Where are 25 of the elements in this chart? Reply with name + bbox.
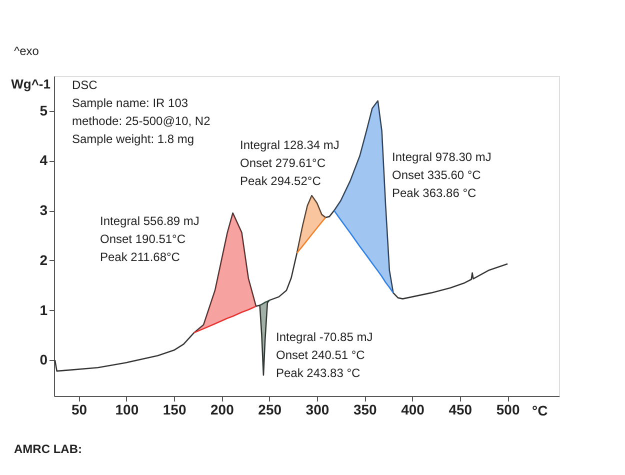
x-tick-label: 150: [162, 402, 186, 418]
annotation: Integral 978.30 mJ Onset 335.60 °C Peak 363.86 °C: [392, 150, 492, 200]
annotation: DSC Sample name: IR 103 methode: 25-500@10, N2 Sample weight: 1.8 mg: [72, 78, 211, 146]
x-axis-title: °C: [532, 402, 548, 418]
x-tick-label: 100: [115, 402, 139, 418]
annotation: Integral -70.85 mJ Onset 240.51 °C Peak 243.83 °C: [276, 330, 373, 380]
y-tick-label: 2: [40, 252, 48, 268]
annotation: Integral 556.89 mJ Onset 190.51°C Peak 211.68°C: [100, 214, 200, 264]
text: AMRC LAB:: [14, 442, 82, 456]
x-tick-label: 250: [258, 402, 282, 418]
y-tick-label: 5: [40, 102, 48, 118]
x-tick-label: 300: [306, 402, 330, 418]
x-tick-label: 200: [210, 402, 234, 418]
y-tick-label: 1: [40, 302, 48, 318]
x-tick-label: 350: [353, 402, 378, 418]
y-tick-label: 3: [40, 202, 48, 218]
x-tick-label: 50: [71, 402, 88, 418]
text: ^exo: [14, 44, 40, 58]
y-tick-label: 4: [40, 152, 48, 168]
x-tick-label: 450: [448, 402, 472, 418]
x-tick-label: 500: [496, 402, 520, 418]
y-tick-label: 0: [40, 352, 48, 368]
x-tick-label: 400: [401, 402, 425, 418]
y-axis-title: Wg^-1: [11, 76, 50, 92]
annotation: Integral 128.34 mJ Onset 279.61°C Peak 294.52°C: [240, 138, 340, 188]
